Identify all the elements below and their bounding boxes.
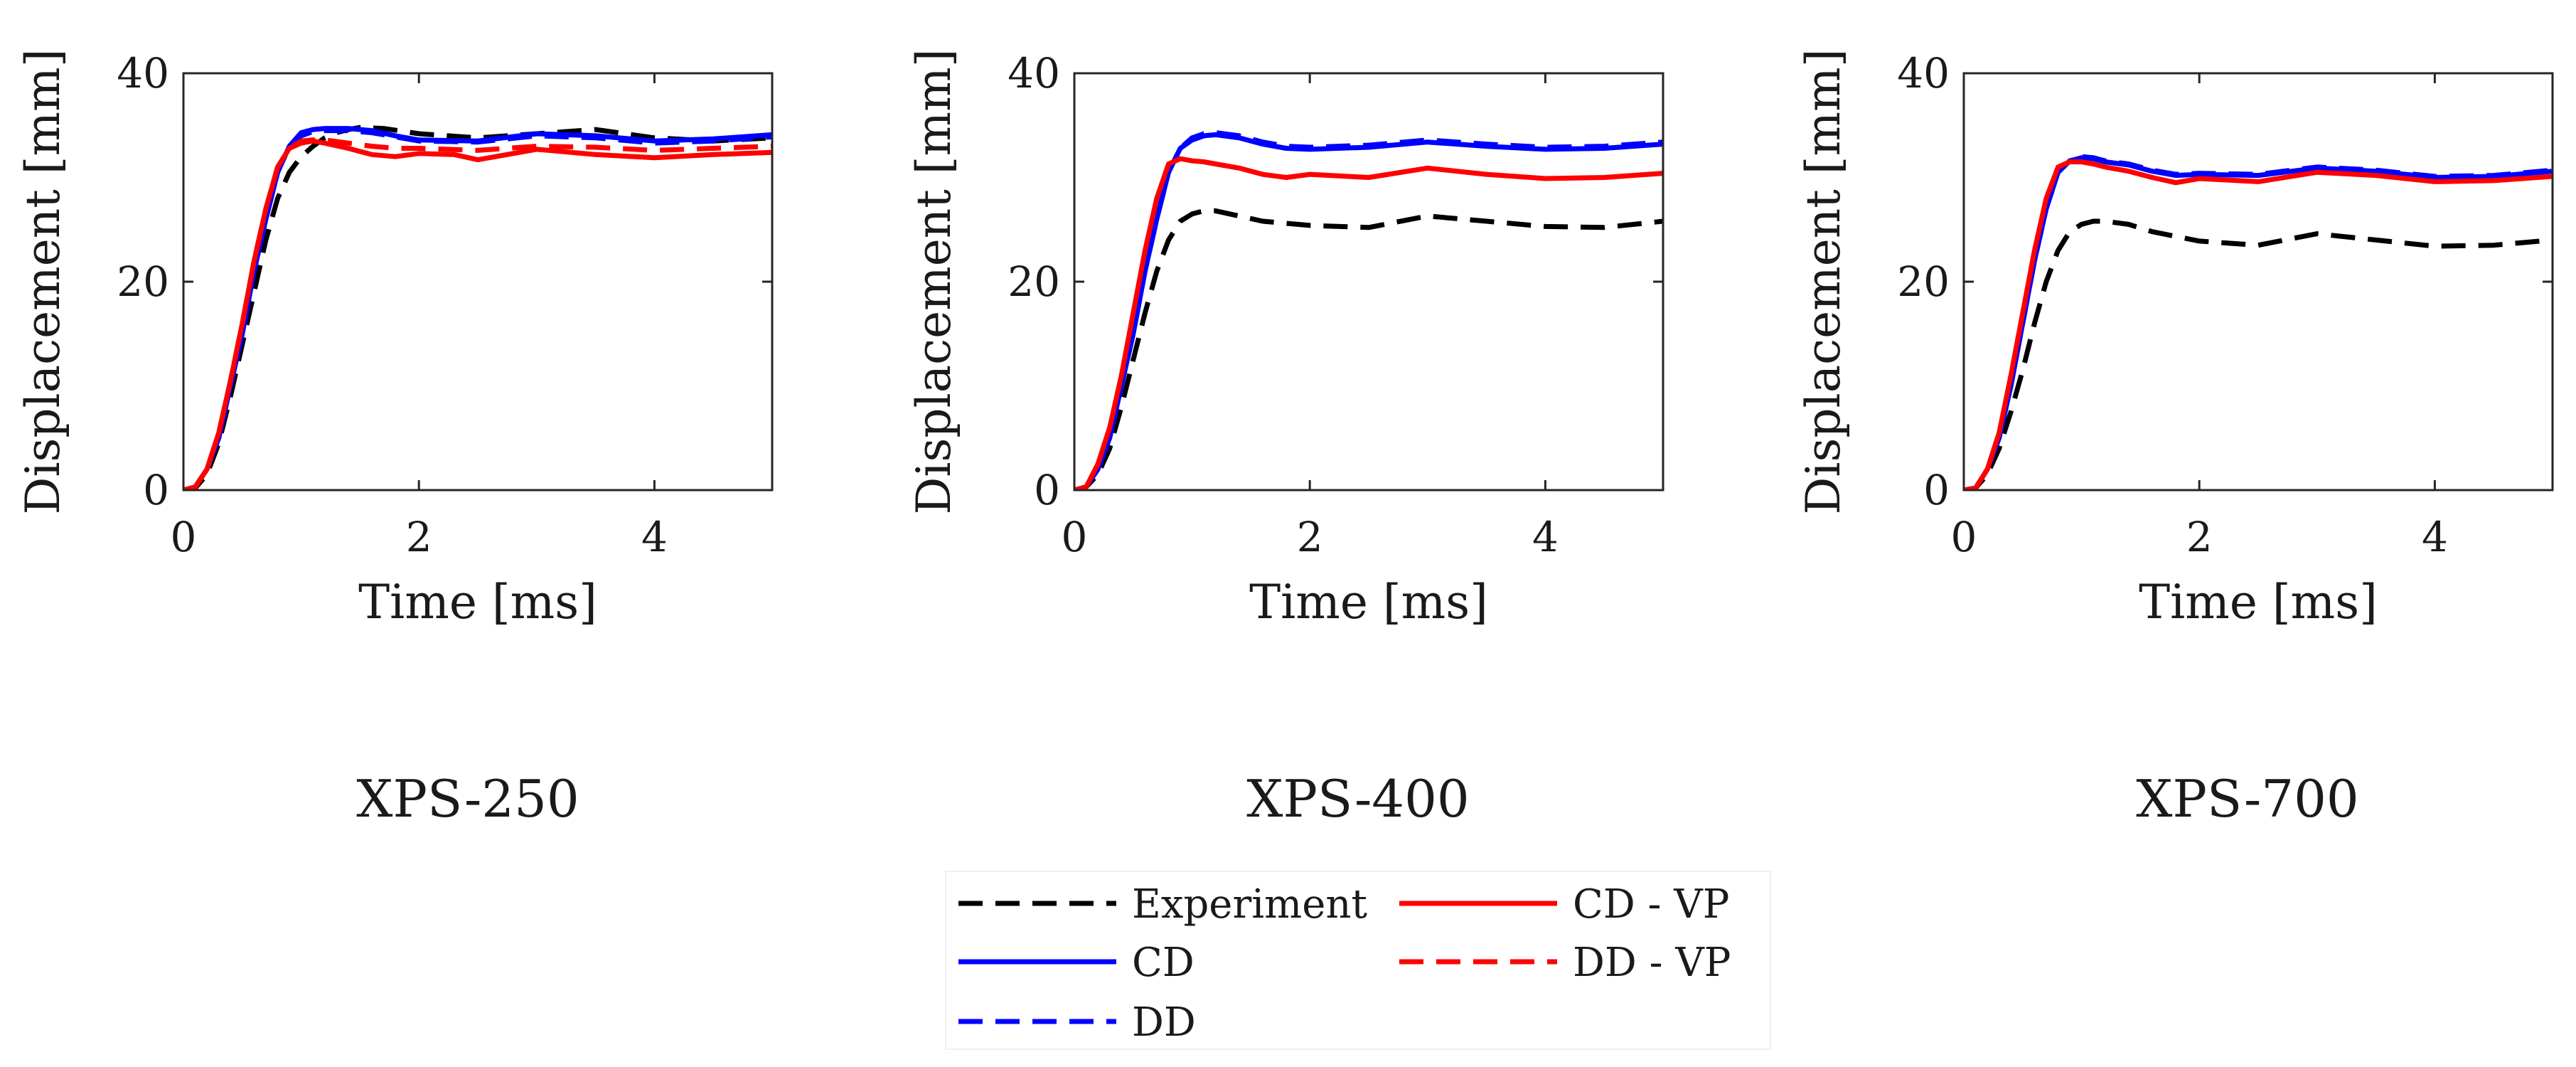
x-tick-label: 4 [1532, 513, 1559, 561]
legend-item: DD - VP [1399, 940, 1731, 986]
x-axis-label: Time [ms] [358, 575, 597, 630]
y-tick-label: 40 [117, 49, 169, 97]
y-axis-label: Displacement [mm] [16, 49, 70, 515]
legend-label: DD [1132, 999, 1196, 1046]
plot-area-frame [1073, 72, 1664, 492]
series-line-dd [1964, 154, 2553, 490]
series-line-dd-vp [183, 137, 772, 490]
series-line-cd-vp [1964, 159, 2553, 490]
series-line-experiment [1964, 218, 2553, 490]
x-tick-label: 2 [1297, 513, 1323, 561]
y-tick-label: 40 [1897, 49, 1950, 97]
panel-title: XPS-250 [356, 769, 579, 829]
y-tick-label: 0 [143, 466, 169, 514]
series-line-dd [1074, 130, 1663, 490]
legend-item: CD [958, 940, 1195, 986]
y-tick-label: 20 [117, 258, 169, 306]
legend-label: Experiment [1132, 881, 1367, 928]
x-axis-label: Time [ms] [1249, 575, 1488, 630]
legend: Experiment CD - VP CD DD - VP DD [945, 871, 1771, 1050]
legend-item: Experiment [958, 881, 1367, 928]
plot-area-frame [182, 72, 774, 492]
x-tick-label: 4 [641, 513, 668, 561]
y-axis-label: Displacement [mm] [907, 49, 961, 515]
series-line-experiment [1074, 208, 1663, 490]
x-tick-label: 2 [2186, 513, 2213, 561]
legend-item: CD - VP [1399, 881, 1729, 928]
x-tick-label: 0 [171, 513, 197, 561]
series-line-cd [1964, 155, 2553, 490]
legend-item: DD [958, 999, 1196, 1046]
x-tick-label: 4 [2422, 513, 2448, 561]
legend-label: DD - VP [1573, 940, 1731, 986]
series-line-cd-vp [1074, 156, 1663, 490]
panel-title: XPS-700 [2136, 769, 2358, 829]
x-tick-label: 0 [1951, 513, 1977, 561]
y-tick-label: 0 [1034, 466, 1060, 514]
y-tick-label: 20 [1008, 258, 1060, 306]
x-tick-label: 0 [1062, 513, 1088, 561]
series-line-dd [183, 128, 772, 490]
legend-label: CD - VP [1573, 881, 1729, 928]
legend-label: CD [1132, 940, 1195, 986]
x-tick-label: 2 [406, 513, 432, 561]
panel-title: XPS-400 [1246, 769, 1469, 829]
y-tick-label: 0 [1923, 466, 1950, 514]
y-tick-label: 20 [1897, 258, 1950, 306]
y-tick-label: 40 [1008, 49, 1060, 97]
x-axis-label: Time [ms] [2139, 575, 2378, 630]
y-axis-label: Displacement [mm] [1796, 49, 1851, 515]
plot-area-frame [1962, 72, 2554, 492]
